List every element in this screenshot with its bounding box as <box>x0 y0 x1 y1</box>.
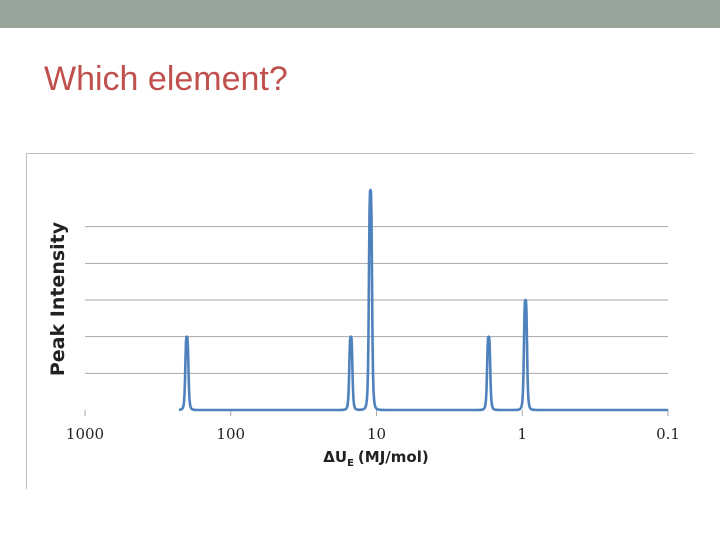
x-axis-title: ΔUE (MJ/mol) <box>323 448 428 469</box>
y-axis-title: Peak Intensity <box>47 221 69 376</box>
x-axis-ticks: 1000 100 10 1 0.1 <box>66 410 680 443</box>
top-bar <box>0 0 720 28</box>
x-axis-title-main: ΔU <box>323 448 347 466</box>
slide-title: Which element? <box>44 60 288 98</box>
x-tick-label: 1 <box>517 425 527 443</box>
series-line <box>178 188 669 412</box>
x-axis-title-unit: (MJ/mol) <box>358 448 429 466</box>
x-tick-label: 100 <box>216 425 245 443</box>
chart-frame <box>26 153 694 489</box>
frame-left-border <box>26 153 27 489</box>
x-axis-title-subscript: E <box>347 458 354 469</box>
frame-top-border <box>26 153 694 154</box>
x-tick-label: 0.1 <box>656 425 680 443</box>
x-tick-label: 10 <box>367 425 386 443</box>
gridlines <box>85 226 668 374</box>
x-tick-label: 1000 <box>66 425 104 443</box>
